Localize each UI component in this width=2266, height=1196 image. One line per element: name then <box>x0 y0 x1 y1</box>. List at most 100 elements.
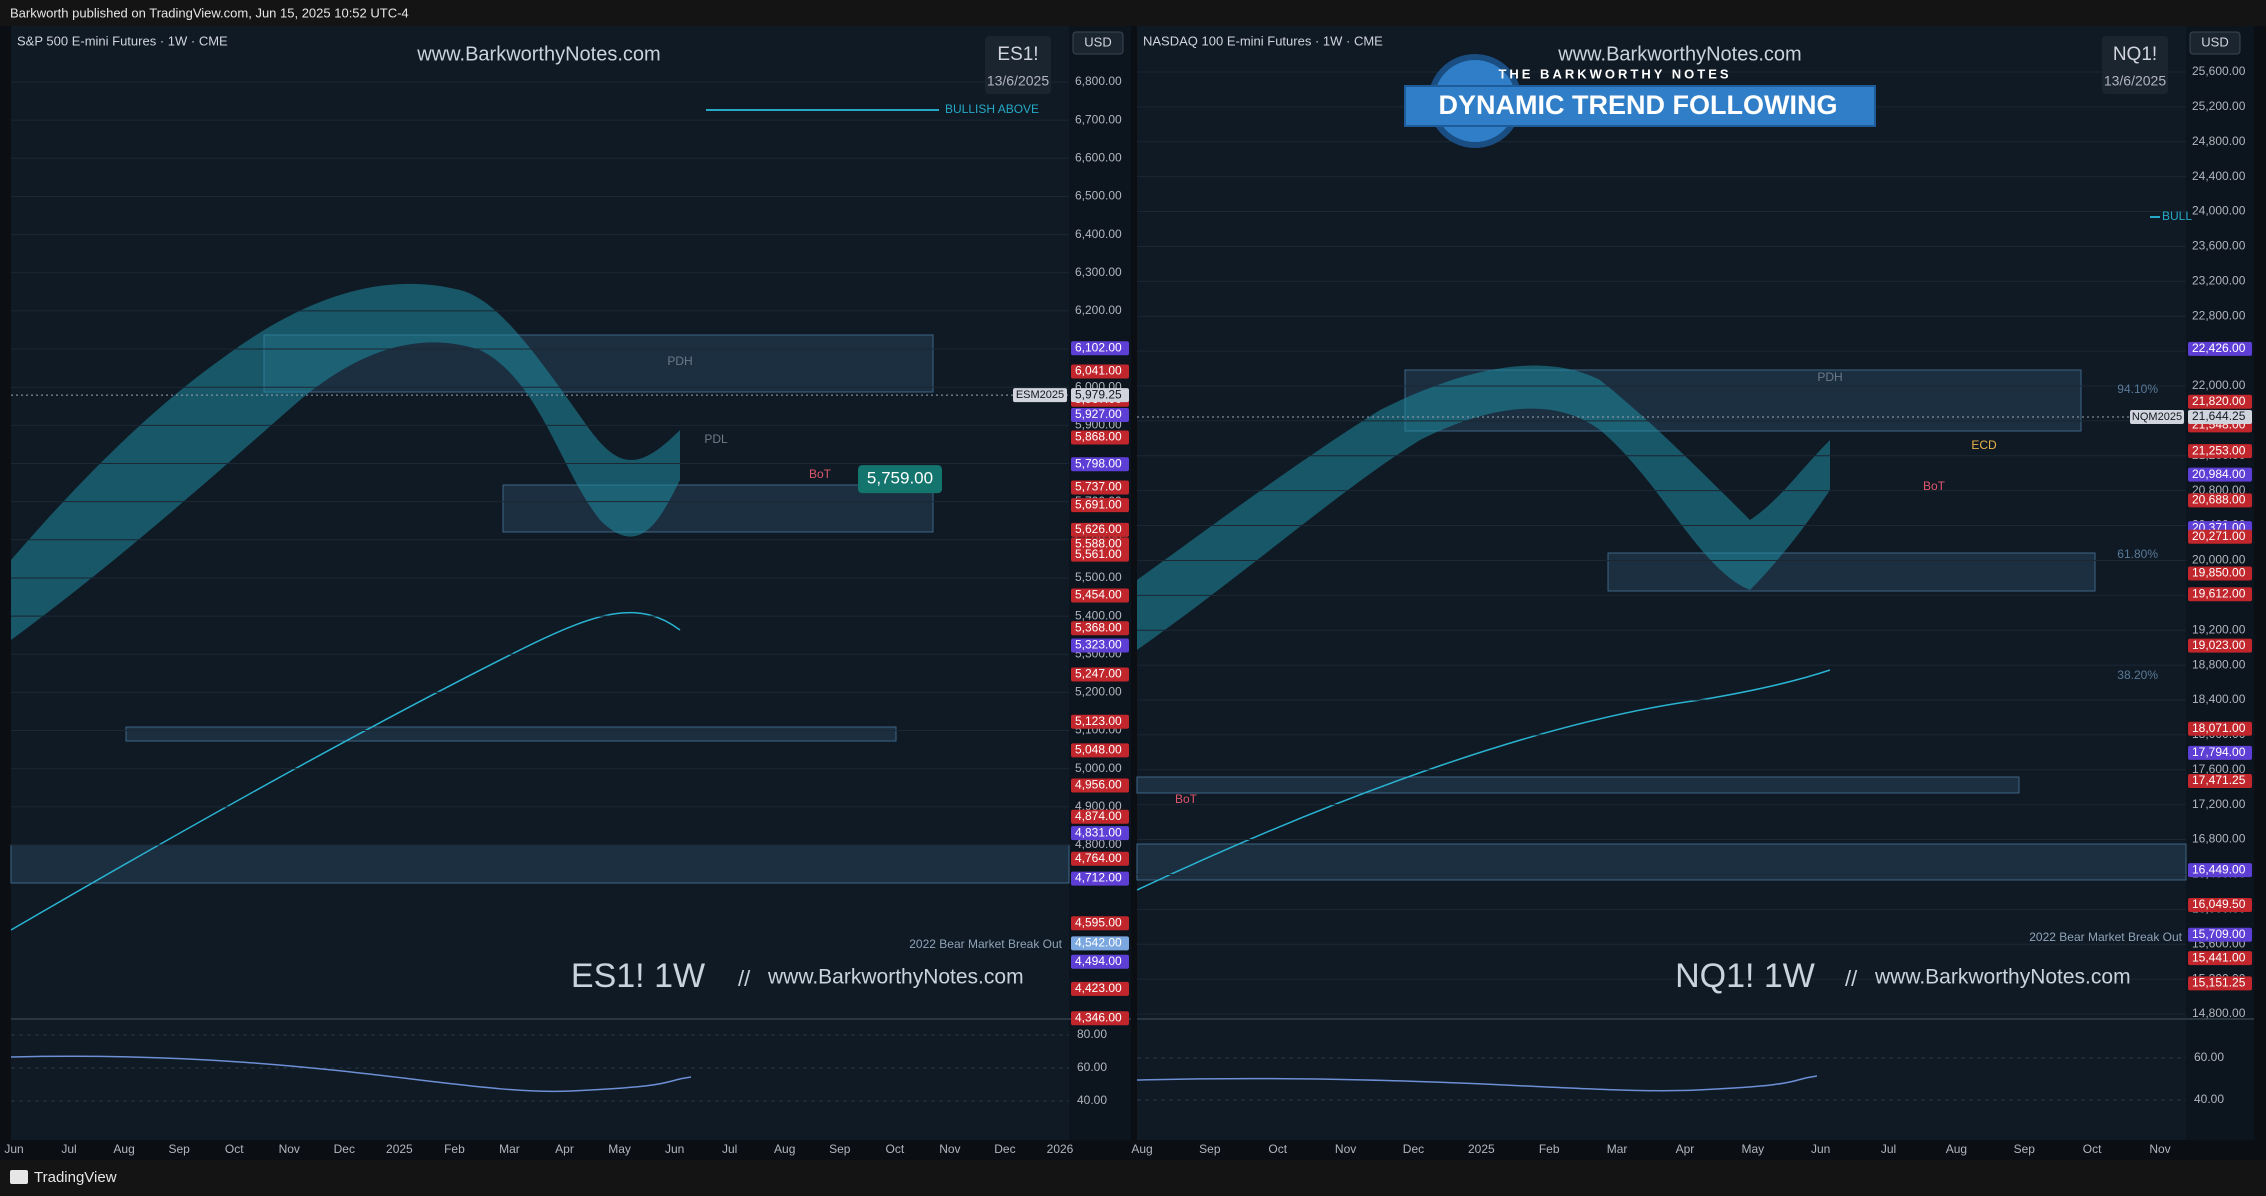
price-tick-label: 17,600.00 <box>2192 762 2246 776</box>
annotation: BoT <box>1923 479 1946 493</box>
price-tick-label: 22,000.00 <box>2192 378 2246 392</box>
price-tag-label: 4,423.00 <box>1075 981 1122 995</box>
price-tag <box>2188 898 2252 913</box>
price-tag <box>1071 522 1129 537</box>
price-tag-label: 5,798.00 <box>1075 456 1122 470</box>
last-price-label: 21,644.25 <box>2192 409 2246 423</box>
price-tag <box>1071 981 1129 996</box>
price-axis <box>1069 26 1131 1140</box>
bottom-separator: // <box>738 966 751 991</box>
price-tag <box>2188 927 2252 942</box>
osc-tick-label: 40.00 <box>2194 1092 2224 1106</box>
price-tick-label: 17,200.00 <box>2192 797 2246 811</box>
time-label: Oct <box>225 1142 244 1156</box>
price-tick-label: 6,700.00 <box>1075 112 1122 126</box>
price-tick-label: 23,600.00 <box>2192 239 2246 253</box>
price-tick-label: 24,800.00 <box>2192 134 2246 148</box>
contract-tag <box>1013 388 1067 403</box>
time-label: Aug <box>113 1142 134 1156</box>
header-bar <box>0 0 2266 26</box>
price-tick-label: 6,800.00 <box>1075 74 1122 88</box>
time-label: Mar <box>499 1142 520 1156</box>
site-watermark: www.BarkworthyNotes.com <box>416 43 660 65</box>
currency[interactable]: USD <box>1084 34 1111 49</box>
bottom-site: www.BarkworthyNotes.com <box>767 966 1024 989</box>
price-tag-label: 5,626.00 <box>1075 522 1122 536</box>
price-tag <box>1071 871 1129 886</box>
moving-average <box>1136 669 1831 891</box>
ticker: ES1! <box>997 44 1038 65</box>
price-tick-label: 14,800.00 <box>2192 1006 2246 1020</box>
ticker-box <box>2102 36 2168 94</box>
price-tick-label: 22,800.00 <box>2192 308 2246 322</box>
price-tag <box>1071 457 1129 472</box>
currency[interactable]: USD <box>2201 34 2228 49</box>
price-tag <box>1071 936 1129 951</box>
logo-top: THE BARKWORTHY NOTES <box>1498 66 1731 81</box>
price-tag <box>2188 341 2252 356</box>
contract-label: NQM2025 <box>2132 411 2182 423</box>
site-watermark: www.BarkworthyNotes.com <box>1557 43 1801 65</box>
price-tag-label: 5,561.00 <box>1075 547 1122 561</box>
trend-ribbon <box>1137 365 1830 650</box>
footer-brand[interactable]: TradingView <box>34 1169 117 1186</box>
time-label: Nov <box>1335 1142 1356 1156</box>
time-label: Feb <box>1539 1142 1560 1156</box>
price-tag-label: 5,737.00 <box>1075 480 1122 494</box>
price-tag-label: 15,151.25 <box>2192 976 2246 990</box>
time-label: May <box>608 1142 631 1156</box>
zone <box>1607 552 2096 592</box>
price-tag-label: 4,346.00 <box>1075 1010 1122 1024</box>
osc-tick-label: 40.00 <box>1077 1093 1107 1107</box>
last-price-label: 5,979.25 <box>1075 387 1122 401</box>
price-tick-label: 18,800.00 <box>2192 657 2246 671</box>
time-label: Oct <box>2083 1142 2102 1156</box>
time-label: 2026 <box>1047 1142 1074 1156</box>
last-price-tag <box>2188 410 2252 425</box>
annotation: PDL <box>704 432 728 446</box>
price-tag-label: 16,449.00 <box>2192 862 2246 876</box>
price-tag-label: 22,426.00 <box>2192 341 2246 355</box>
price-tag <box>2188 721 2252 736</box>
price-tag <box>2188 394 2252 409</box>
price-tag-label: 4,712.00 <box>1075 871 1122 885</box>
time-label: Oct <box>1268 1142 1287 1156</box>
time-label: Jul <box>1881 1142 1896 1156</box>
last-price-tag <box>1071 388 1129 403</box>
time-label: Nov <box>279 1142 300 1156</box>
price-tag-label: 20,271.00 <box>2192 529 2246 543</box>
price-tag <box>1071 408 1129 423</box>
price-tag-label: 5,691.00 <box>1075 497 1122 511</box>
price-tick-label: 25,600.00 <box>2192 64 2246 78</box>
time-label: Oct <box>886 1142 905 1156</box>
price-tag-label: 15,441.00 <box>2192 950 2246 964</box>
price-tag-label: 21,820.00 <box>2192 394 2246 408</box>
price-tag-label: 18,071.00 <box>2192 721 2246 735</box>
price-tag-label: 6,102.00 <box>1075 340 1122 354</box>
zone <box>1136 776 2020 794</box>
time-label: Sep <box>829 1142 851 1156</box>
price-tag-label: 4,874.00 <box>1075 809 1122 823</box>
chart-panel: 25,600.00 25,200.00 24,800.00 24,400.00 24,0… <box>1131 26 2254 1156</box>
annotation: BULLISH ABOVE <box>945 102 1039 116</box>
annotation: PDH <box>667 354 692 368</box>
price-tag-label: 4,494.00 <box>1075 954 1122 968</box>
price-tag-label: 16,049.50 <box>2192 897 2246 911</box>
time-label: Jun <box>4 1142 23 1156</box>
price-tag-label: 5,368.00 <box>1075 620 1122 634</box>
price-tag-label: 19,023.00 <box>2192 638 2246 652</box>
logo-banner <box>1404 85 1876 127</box>
annotation: 2022 Bear Market Break Out <box>2029 930 2182 944</box>
time-label: 2025 <box>386 1142 413 1156</box>
price-tag-label: 5,048.00 <box>1075 743 1122 757</box>
price-tick-label: 25,200.00 <box>2192 99 2246 113</box>
price-tag-label: 5,454.00 <box>1075 588 1122 602</box>
price-tick-label: 24,000.00 <box>2192 204 2246 218</box>
price-tick-label: 5,200.00 <box>1075 685 1122 699</box>
price-tick-label: 24,400.00 <box>2192 169 2246 183</box>
price-tag <box>1071 364 1129 379</box>
price-tag <box>1071 743 1129 758</box>
time-label: Sep <box>1199 1142 1221 1156</box>
price-tag <box>2188 529 2252 544</box>
